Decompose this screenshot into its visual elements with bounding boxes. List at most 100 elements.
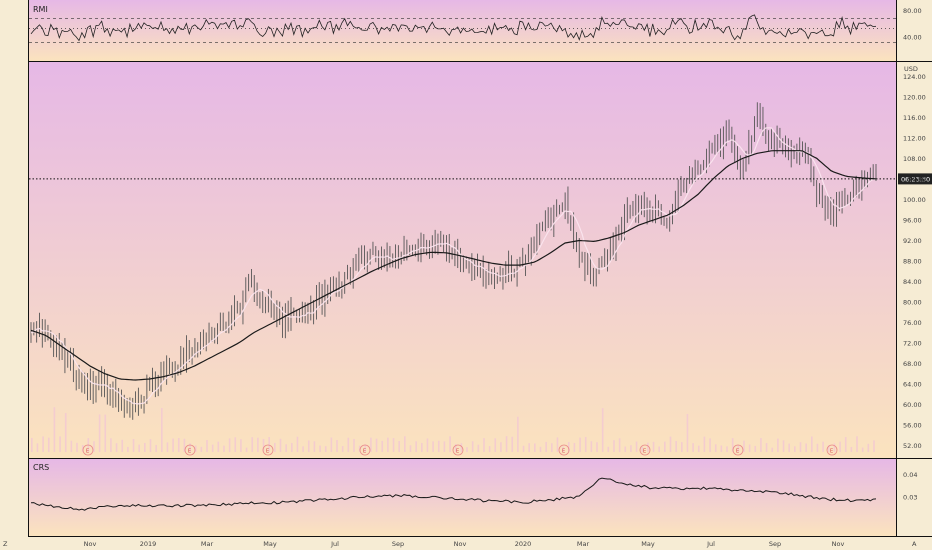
crs-tick-label: 0.03 <box>903 493 917 501</box>
volume-bar <box>760 438 762 452</box>
volume-bar <box>285 444 287 452</box>
volume-bar <box>856 436 858 452</box>
volume-bar <box>867 443 870 452</box>
earnings-marker-label: E <box>86 449 90 455</box>
rmi-title: RMI <box>33 5 48 14</box>
price-tick-label: 80.00 <box>903 299 922 307</box>
volume-bar <box>607 446 610 452</box>
volume-bar <box>341 446 344 452</box>
auto-scale-button[interactable]: A <box>912 540 917 548</box>
volume-bar <box>771 447 774 452</box>
volume-bar <box>641 446 644 452</box>
price-tick-label: 112.00 <box>903 134 926 142</box>
volume-bar <box>517 416 519 452</box>
volume-bar <box>528 443 530 452</box>
volume-bar <box>330 437 333 452</box>
volume-bar <box>703 436 706 452</box>
date-tick-label: Mar <box>201 540 214 548</box>
volume-bar <box>522 445 525 452</box>
volume-bar <box>398 441 400 452</box>
volume-bar <box>381 440 384 452</box>
volume-bar <box>375 438 378 452</box>
volume-bar <box>590 441 593 452</box>
volume-bar <box>601 408 604 452</box>
volume-bar <box>274 442 276 452</box>
earnings-marker-label: E <box>363 449 367 455</box>
earnings-marker <box>826 444 838 456</box>
volume-bar <box>584 436 587 452</box>
volume-bar <box>477 444 480 452</box>
timeframe-marker[interactable]: Z <box>3 540 8 548</box>
axes: 124.00 120.00 116.00 112.00 108.00 104.00 100.… <box>84 7 926 548</box>
volume-bar <box>127 446 129 452</box>
volume-bar <box>567 442 570 452</box>
volume-bar <box>426 438 429 452</box>
rmi-pane[interactable] <box>29 14 896 43</box>
volume-bar <box>844 437 847 452</box>
volume-bar <box>850 446 853 452</box>
volume-bar <box>545 441 547 452</box>
volume-bar <box>370 437 372 452</box>
volume-bar <box>686 414 689 452</box>
date-tick-label: Sep <box>769 540 781 548</box>
volume-bar <box>183 438 186 452</box>
volume-bar <box>816 443 819 452</box>
volume-bar <box>144 442 146 452</box>
volume-bar <box>76 442 78 452</box>
volume-bar <box>93 441 95 452</box>
volume-bar <box>500 442 502 452</box>
rmi-tick-label: 80.00 <box>903 7 922 15</box>
volume-bar <box>449 436 451 452</box>
long-ma-line <box>30 150 877 381</box>
price-tick-label: 52.00 <box>903 442 922 450</box>
volume-bar <box>720 445 723 452</box>
volume-bar <box>268 437 270 452</box>
rmi-tick-label: 40.00 <box>903 34 922 42</box>
last-price-badge <box>898 173 932 185</box>
volume-bar <box>98 414 101 452</box>
price-pane-bg <box>28 62 897 458</box>
volume-bar <box>138 444 140 452</box>
volume-bar <box>302 446 304 452</box>
volume-bar <box>347 437 350 452</box>
price-tick-label: 76.00 <box>903 319 922 327</box>
volume-bar <box>358 445 361 452</box>
volume-bar <box>47 437 50 452</box>
volume-bar <box>36 443 39 452</box>
date-tick-label: Sep <box>392 540 404 548</box>
volume-bar <box>737 445 740 452</box>
volume-bar <box>421 442 423 452</box>
volume-bar <box>460 443 463 452</box>
crs-pane[interactable] <box>30 477 877 511</box>
volume-bar <box>551 443 553 452</box>
price-tick-label: 64.00 <box>903 381 922 389</box>
volume-bar <box>697 445 700 452</box>
volume-bar <box>387 437 389 452</box>
volume-bar <box>488 446 491 452</box>
price-tick-label: 120.00 <box>903 93 926 101</box>
volume-bar <box>822 441 824 452</box>
date-tick-label: May <box>263 540 277 548</box>
volume-bar <box>177 438 180 452</box>
volume-bar <box>827 445 830 452</box>
volume-bar <box>234 437 237 452</box>
volume-bar <box>743 440 745 452</box>
price-tick-label: 100.00 <box>903 196 926 204</box>
volume-bar <box>155 444 157 452</box>
price-tick-label: 68.00 <box>903 360 922 368</box>
volume-bar <box>782 440 785 452</box>
volume-bar <box>811 436 813 452</box>
volume-bar <box>647 442 649 452</box>
volume-bar <box>409 445 412 452</box>
volume-bar <box>505 436 508 452</box>
volume-bar <box>206 440 208 452</box>
volume-bar <box>115 443 118 452</box>
volume-bar <box>291 442 293 452</box>
volume-bar <box>681 442 683 452</box>
volume-bar <box>257 437 259 452</box>
volume-bar <box>364 444 367 452</box>
volume-bar <box>873 440 875 452</box>
price-pane[interactable]: E E E E E E E E E 06:23:30 <box>29 102 932 456</box>
